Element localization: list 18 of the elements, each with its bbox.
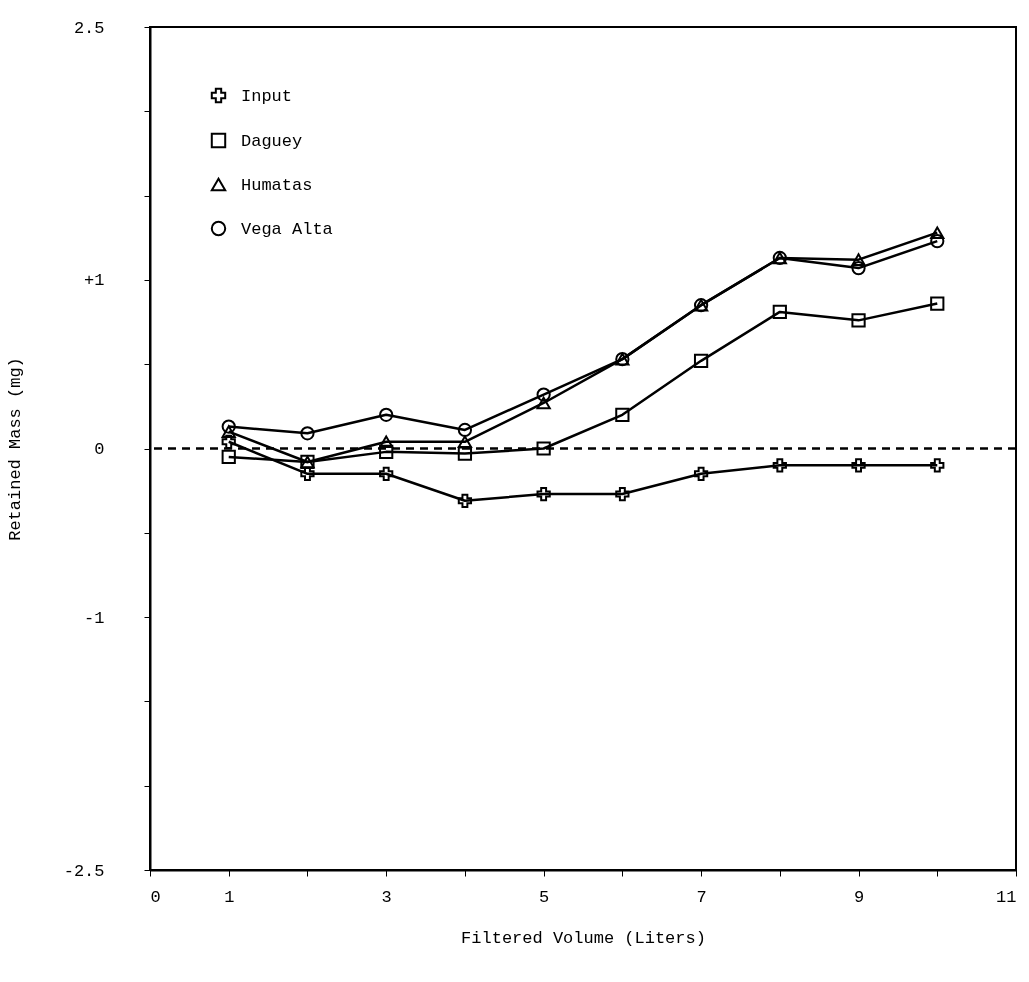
y-tick-label: -2.5 bbox=[63, 861, 105, 881]
legend-label: Vega Alta bbox=[241, 219, 333, 239]
legend-label: Daguey bbox=[241, 131, 303, 151]
y-tick-label: +1 bbox=[84, 271, 105, 291]
x-tick-label: 0 bbox=[150, 887, 161, 907]
x-tick-label: 11 bbox=[996, 887, 1017, 907]
y-tick-label: 0 bbox=[94, 440, 105, 459]
legend-label: Humatas bbox=[241, 175, 313, 195]
x-tick-label: 1 bbox=[224, 887, 235, 907]
x-tick-label: 5 bbox=[539, 887, 550, 907]
y-tick-label: 2.5 bbox=[73, 18, 105, 38]
x-tick-label: 3 bbox=[381, 887, 392, 907]
legend-label: Input bbox=[241, 86, 293, 106]
y-tick-label: -1 bbox=[84, 608, 105, 628]
x-tick-label: 7 bbox=[696, 887, 707, 907]
y-axis-title: Retained Mass (mg) bbox=[5, 357, 25, 541]
x-tick-label: 9 bbox=[853, 887, 865, 907]
x-axis-title: Filtered Volume (Liters) bbox=[461, 928, 706, 948]
